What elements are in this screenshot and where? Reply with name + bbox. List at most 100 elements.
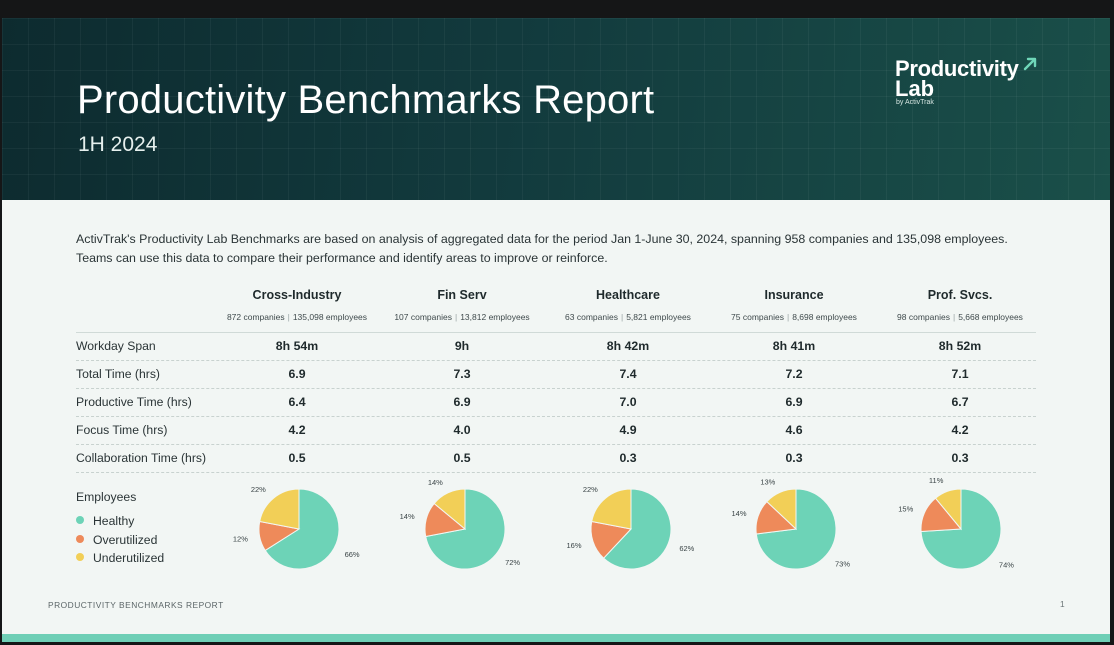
pie-slice-underutilized <box>259 488 300 530</box>
table-cell: 0.3 <box>619 451 637 465</box>
productivity-lab-logo: Productivity Lab by ActivTrak <box>895 56 1037 107</box>
employee-count: 5,668 employees <box>958 312 1023 322</box>
table-cell: 6.7 <box>951 395 969 409</box>
header-banner: Productivity Benchmarks Report 1H 2024 P… <box>2 18 1110 200</box>
table-cell: 8h 41m <box>772 339 816 353</box>
pie-slice-healthy <box>264 488 340 570</box>
company-count: 63 companies <box>565 312 618 322</box>
pie-data-label: 11% <box>929 476 944 485</box>
meta-separator: | <box>287 312 290 322</box>
table-cell: 0.5 <box>453 451 471 465</box>
table-cell: 6.9 <box>453 395 471 409</box>
row-divider <box>76 444 1036 445</box>
table-cell: 7.3 <box>453 367 471 381</box>
company-count: 98 companies <box>897 312 950 322</box>
column-meta: 63 companies | 5,821 employees <box>543 312 713 322</box>
legend-label: Underutilized <box>93 551 165 565</box>
row-divider <box>76 388 1036 389</box>
table-cell: 6.4 <box>288 395 306 409</box>
logo-line3: by ActivTrak <box>896 99 934 106</box>
table-cell: 7.0 <box>619 395 637 409</box>
column-name: Healthcare <box>596 288 660 302</box>
table-cell: 8h 42m <box>606 339 650 353</box>
table-cell: 7.2 <box>785 367 803 381</box>
row-label: Collaboration Time (hrs) <box>76 451 207 465</box>
header-divider <box>76 332 1036 333</box>
table-cell: 0.5 <box>288 451 306 465</box>
column-meta: 75 companies | 8,698 employees <box>709 312 879 322</box>
table-cell: 9h <box>454 339 470 353</box>
table-cell: 4.2 <box>951 423 969 437</box>
column-name: Cross-Industry <box>252 288 342 302</box>
pie-data-label: 62% <box>679 544 694 553</box>
legend-title: Employees <box>76 490 137 504</box>
column-meta: 872 companies | 135,098 employees <box>212 312 382 322</box>
legend-label: Healthy <box>93 514 135 528</box>
table-cell: 4.6 <box>785 423 803 437</box>
employee-count: 13,812 employees <box>460 312 530 322</box>
pie-data-label: 12% <box>233 535 248 544</box>
company-count: 872 companies <box>226 312 285 322</box>
table-cell: 8h 52m <box>938 339 982 353</box>
row-divider <box>76 416 1036 417</box>
utilization-pie-charts: 66% 12% 22% 72% 14% 14% 62% 16% 22% 73% 14% 13% 74% 1… <box>233 476 1014 570</box>
table-cell: 4.9 <box>619 423 637 437</box>
company-count: 75 companies <box>731 312 784 322</box>
pie-slice-underutilized <box>934 488 962 531</box>
pie-data-label: 66% <box>345 550 360 559</box>
table-cell: 0.3 <box>951 451 969 465</box>
employee-count: 135,098 employees <box>292 312 368 322</box>
page-title: Productivity Benchmarks Report <box>77 78 655 122</box>
table-cell: 7.1 <box>951 367 969 381</box>
column-name: Insurance <box>764 288 824 302</box>
employee-count: 8,698 employees <box>792 312 857 322</box>
footer-accent-bar <box>2 634 1110 642</box>
legend-dot-icon <box>76 553 84 561</box>
pie-data-label: 14% <box>428 478 443 487</box>
row-label: Total Time (hrs) <box>76 367 160 381</box>
footer-label: PRODUCTIVITY BENCHMARKS REPORT <box>48 600 224 610</box>
pie-data-label: 72% <box>505 558 520 567</box>
pie-data-label: 14% <box>400 512 415 521</box>
meta-separator: | <box>952 312 956 322</box>
grid-pattern <box>2 18 1110 200</box>
legend-item: Healthy <box>76 514 134 528</box>
logo-arrow-icon <box>1023 57 1037 71</box>
table-cell: 6.9 <box>785 395 803 409</box>
legend-item: Underutilized <box>76 551 164 565</box>
column-meta: 107 companies | 13,812 employees <box>377 312 547 322</box>
column-name: Fin Serv <box>437 288 487 302</box>
table-cell: 7.4 <box>619 367 637 381</box>
table-cell: 4.0 <box>453 423 471 437</box>
legend-label: Overutilized <box>93 532 158 547</box>
row-divider <box>76 360 1036 361</box>
logo-line2: Lab <box>895 76 935 101</box>
page-subtitle: 1H 2024 <box>78 133 158 156</box>
page-number: 1 <box>1060 599 1065 609</box>
pie-data-label: 15% <box>898 504 913 513</box>
pie-data-label: 22% <box>583 485 598 494</box>
column-header: Cross-Industry 872 companies | 135,098 empl… <box>212 288 382 322</box>
column-header: Healthcare 63 companies | 5,821 employees <box>543 288 713 322</box>
pie-slice-healthy <box>602 488 672 570</box>
employee-count: 5,821 employees <box>626 312 691 322</box>
pie-slice-underutilized <box>433 488 466 531</box>
meta-separator: | <box>454 312 458 322</box>
legend-dot-icon <box>76 534 84 543</box>
pie-data-label: 74% <box>999 561 1014 570</box>
column-name: Prof. Svcs. <box>927 288 993 302</box>
row-label: Focus Time (hrs) <box>76 423 168 437</box>
report-page: Productivity Benchmarks Report 1H 2024 P… <box>2 18 1110 642</box>
row-label: Workday Span <box>76 339 156 353</box>
pie-data-label: 14% <box>732 509 747 518</box>
pie-data-label: 73% <box>835 559 850 568</box>
pie-data-label: 22% <box>251 485 266 494</box>
legend-item: Overutilized <box>76 533 157 547</box>
logo-line1: Productivity <box>895 56 1019 81</box>
intro-paragraph: ActivTrak's Productivity Lab Benchmarks … <box>76 232 1008 265</box>
legend-dot-icon <box>76 516 84 524</box>
meta-separator: | <box>786 312 790 322</box>
row-divider <box>76 472 1036 473</box>
row-label: Productive Time (hrs) <box>76 395 192 409</box>
pie-slice-underutilized <box>591 488 632 530</box>
